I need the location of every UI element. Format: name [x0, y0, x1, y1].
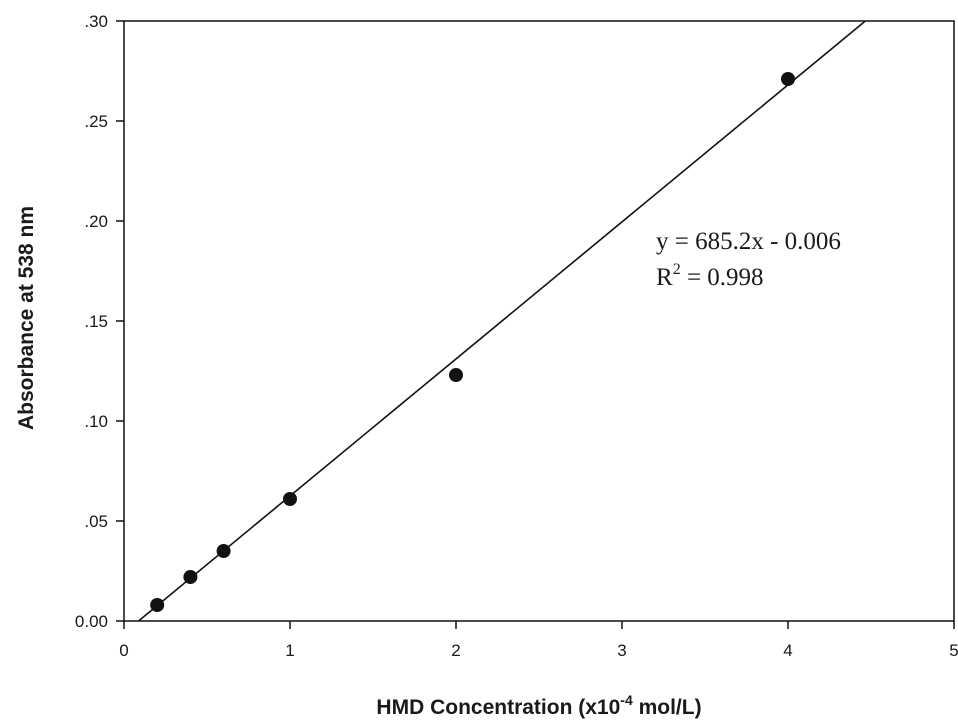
r-squared-label: R2 = 0.998 [656, 261, 764, 291]
x-axis-title: HMD Concentration (x10-4 mol/L) [376, 692, 701, 719]
y-axis-ticks: 0.00 .05 .10 .15 .20 .25 .30 [75, 12, 124, 631]
x-tick-label: 0 [119, 641, 128, 660]
data-point [781, 72, 795, 86]
data-point [183, 570, 198, 584]
y-tick-label: .25 [84, 112, 108, 131]
x-tick-label: 2 [451, 641, 460, 660]
data-points [150, 72, 795, 612]
y-tick-label: .20 [84, 212, 108, 231]
data-point [150, 598, 165, 612]
y-tick-label: .15 [84, 312, 108, 331]
x-axis-title-superscript: -4 [620, 692, 633, 708]
data-point [283, 492, 297, 506]
data-point [216, 544, 231, 558]
data-point [449, 368, 463, 382]
y-tick-label: 0.00 [75, 612, 108, 631]
regression-line [138, 20, 866, 622]
x-tick-label: 3 [617, 641, 626, 660]
regression-equation: y = 685.2x - 0.006 [656, 228, 841, 255]
y-axis-title: Absorbance at 538 nm [15, 206, 38, 430]
r-squared-superscript: 2 [673, 261, 681, 278]
x-tick-label: 4 [783, 641, 792, 660]
y-tick-label: .05 [84, 512, 108, 531]
plot-area: 0 1 2 3 4 5 0.00 .05 .10 .15 .20 .25 .30 [75, 12, 958, 660]
x-axis-ticks: 0 1 2 3 4 5 [119, 621, 958, 660]
y-tick-label: .10 [84, 412, 108, 431]
y-tick-label: .30 [84, 12, 108, 31]
x-tick-label: 1 [285, 641, 294, 660]
x-tick-label: 5 [949, 641, 958, 660]
